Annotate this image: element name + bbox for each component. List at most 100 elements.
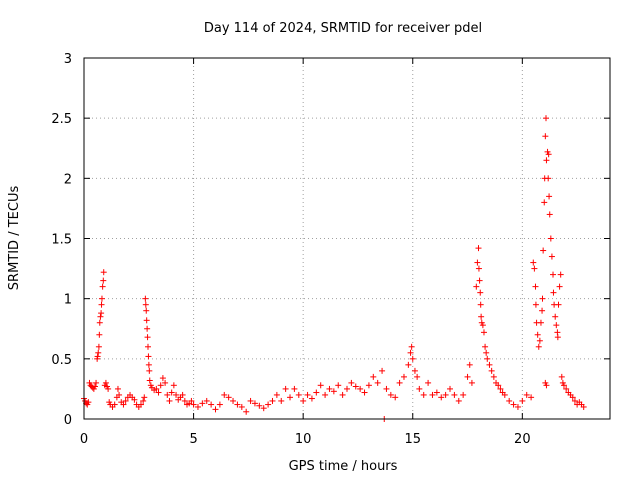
data-point [308,395,315,402]
data-point [98,301,105,308]
data-point [468,379,475,386]
data-point [221,391,228,398]
data-point [243,408,250,415]
data-point [313,389,320,396]
data-point [460,391,467,398]
data-point [374,379,381,386]
data-point [287,394,294,401]
data-point [519,397,526,404]
data-point [464,373,471,380]
data-point [168,389,175,396]
data-point [425,379,432,386]
data-point [438,394,445,401]
x-tick-label: 5 [189,432,197,447]
data-point [545,151,552,158]
data-point [100,277,107,284]
data-point [552,313,559,320]
data-point [480,329,487,336]
data-point [203,397,210,404]
data-point [534,331,541,338]
x-axis-label: GPS time / hours [289,459,398,474]
y-tick-label: 2 [64,172,72,187]
data-point [523,391,530,398]
data-point [420,391,427,398]
data-point [433,389,440,396]
data-point [97,313,104,320]
x-tick-label: 20 [514,432,531,447]
data-point [96,319,103,326]
data-point [550,271,557,278]
data-point [451,391,458,398]
data-point [532,301,539,308]
data-point [137,401,144,408]
data-point [409,355,416,362]
data-point [488,367,495,374]
data-point [495,382,502,389]
data-point [482,343,489,350]
data-point [344,385,350,392]
data-point [295,391,302,398]
data-point [477,301,484,308]
data-point [216,401,223,408]
y-tick-label: 0.5 [51,353,72,368]
data-point [300,397,307,404]
data-point [543,115,550,122]
data-point [383,385,390,392]
data-point [102,379,109,386]
data-point [474,259,481,266]
data-point [251,400,258,407]
data-point [400,373,407,380]
gridlines [84,58,610,419]
data-point [153,385,160,392]
data-point [475,265,482,272]
data-point [144,334,151,341]
data-point [560,382,567,389]
data-point [531,265,538,272]
y-tick-label: 2.5 [51,112,72,127]
data-point [143,317,150,324]
data-point [542,133,549,140]
axis-ticks: 0 0.5 1 1.5 2 2.5 3 0 5 10 15 20 [51,52,610,447]
data-point [476,277,483,284]
data-point [141,394,148,401]
data-point [145,353,152,360]
data-point [536,337,543,344]
data-point [545,175,552,182]
data-point [447,385,454,392]
data-point [357,385,364,392]
data-point [114,385,121,392]
data-point [155,389,162,396]
data-point [265,401,272,408]
data-point [547,235,554,242]
data-point [548,253,555,260]
data-point [199,400,206,407]
data-point [546,193,553,200]
data-point [407,349,414,356]
data-point [543,382,550,389]
data-point [85,399,92,406]
data-point [234,401,241,408]
data-point [105,385,112,392]
data-point [530,259,537,266]
data-point [143,307,150,314]
data-point [537,319,544,326]
data-point [111,401,118,408]
data-point [238,403,245,410]
data-point [479,322,486,329]
data-point [541,199,548,206]
data-series-srmtid [81,115,587,422]
data-point [99,283,106,290]
data-point [478,313,485,320]
data-point [405,361,412,368]
data-point [563,385,570,392]
data-point [335,382,342,389]
data-point [497,385,504,392]
data-point [122,397,129,404]
data-point [455,397,462,404]
data-point [273,391,280,398]
data-point [326,385,333,392]
data-point [95,343,102,350]
data-point [260,405,267,412]
data-point [370,373,377,380]
